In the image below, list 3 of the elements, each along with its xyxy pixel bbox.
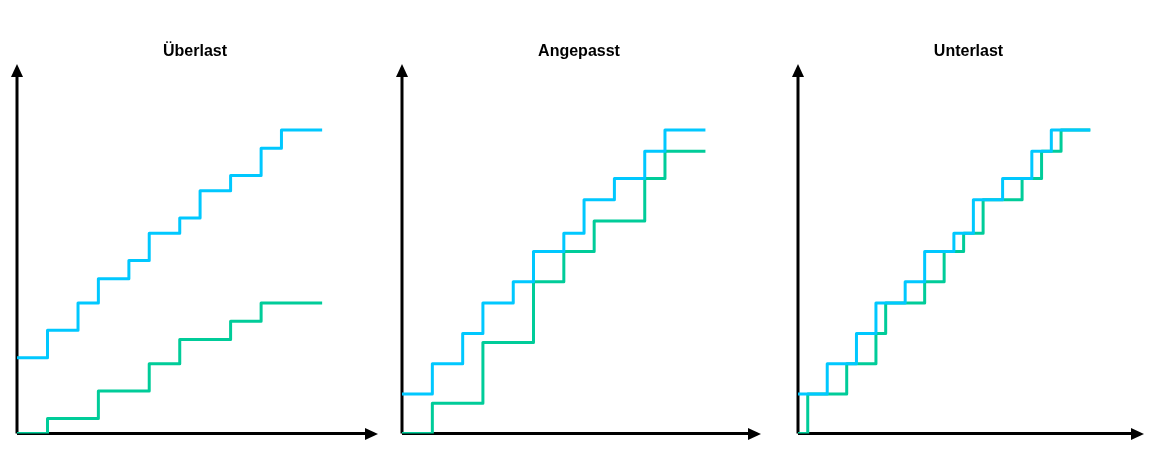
chart-title: Angepasst <box>538 42 621 60</box>
chart-title: Unterlast <box>933 42 1004 60</box>
chart-title: Überlast <box>162 41 228 60</box>
